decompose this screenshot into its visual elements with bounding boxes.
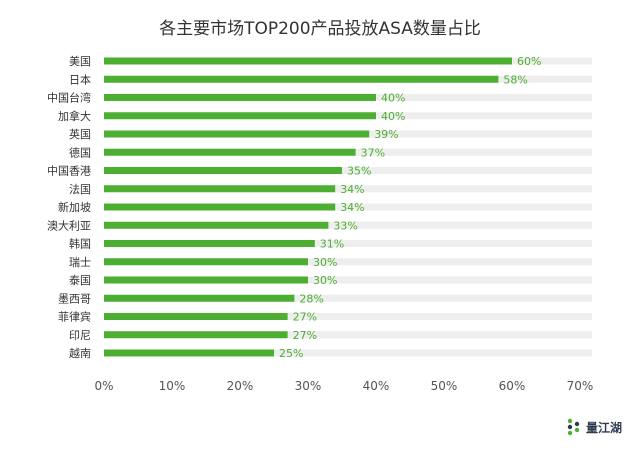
bar-track bbox=[104, 167, 592, 174]
bar bbox=[104, 294, 295, 302]
data-label: 30% bbox=[313, 274, 337, 287]
bar bbox=[104, 112, 376, 120]
chart-title: 各主要市场TOP200产品投放ASA数量占比 bbox=[159, 19, 481, 39]
data-label: 40% bbox=[381, 92, 405, 105]
bar bbox=[104, 276, 308, 284]
bar bbox=[104, 349, 274, 357]
bar bbox=[104, 57, 512, 65]
bar-track bbox=[104, 221, 592, 229]
data-label: 58% bbox=[503, 73, 527, 86]
x-tick-label: 0% bbox=[94, 379, 113, 393]
data-label: 27% bbox=[293, 329, 317, 342]
data-label: 27% bbox=[293, 311, 317, 324]
category-label: 中国香港 bbox=[47, 165, 91, 178]
category-label: 泰国 bbox=[69, 273, 91, 287]
category-label: 墨西哥 bbox=[58, 292, 91, 305]
x-tick-label: 60% bbox=[499, 379, 526, 393]
bar-track bbox=[104, 349, 592, 357]
category-label: 瑞士 bbox=[69, 255, 91, 269]
bar-track bbox=[104, 258, 592, 266]
bar bbox=[104, 75, 499, 83]
quantjianghu-logo-icon bbox=[567, 418, 580, 436]
x-tick-label: 40% bbox=[363, 379, 390, 393]
x-tick-label: 10% bbox=[159, 379, 186, 393]
bar-track bbox=[104, 203, 592, 211]
data-label: 28% bbox=[299, 292, 323, 305]
bar-track bbox=[104, 331, 592, 339]
bar-track bbox=[104, 185, 592, 193]
data-label: 60% bbox=[517, 55, 541, 68]
bar-track bbox=[104, 240, 592, 247]
bar bbox=[104, 313, 288, 320]
bar-track bbox=[104, 294, 592, 302]
x-tick-label: 30% bbox=[295, 379, 322, 393]
bar bbox=[104, 240, 315, 247]
data-label: 35% bbox=[347, 165, 371, 178]
data-label: 34% bbox=[340, 183, 364, 196]
bar bbox=[104, 185, 336, 193]
data-label: 30% bbox=[313, 256, 337, 269]
bar bbox=[104, 148, 356, 156]
bar bbox=[104, 94, 376, 101]
category-label: 法国 bbox=[69, 182, 91, 196]
category-label: 加拿大 bbox=[58, 109, 91, 123]
category-label: 澳大利亚 bbox=[47, 218, 91, 232]
watermark-text: 量江湖 bbox=[586, 420, 623, 435]
bar bbox=[104, 331, 288, 339]
category-label: 印尼 bbox=[69, 329, 91, 342]
x-tick-label: 20% bbox=[227, 379, 254, 393]
category-label: 美国 bbox=[69, 55, 91, 68]
bar-track bbox=[104, 276, 592, 284]
category-label: 英国 bbox=[69, 127, 91, 141]
bar bbox=[104, 130, 370, 138]
data-label: 31% bbox=[320, 238, 344, 251]
x-tick-label: 50% bbox=[431, 379, 458, 393]
category-label: 菲律宾 bbox=[58, 310, 91, 324]
bar bbox=[104, 167, 342, 174]
watermark-logo: 量江湖 bbox=[566, 418, 622, 436]
category-label: 越南 bbox=[69, 346, 91, 360]
bar bbox=[104, 221, 329, 229]
category-label: 韩国 bbox=[69, 237, 91, 251]
data-label: 39% bbox=[374, 128, 398, 141]
category-label: 日本 bbox=[69, 72, 91, 86]
data-label: 37% bbox=[361, 146, 385, 159]
data-label: 25% bbox=[279, 347, 303, 360]
category-label: 新加坡 bbox=[58, 200, 91, 214]
x-tick-label: 70% bbox=[567, 379, 594, 393]
category-label: 中国台湾 bbox=[47, 91, 91, 105]
category-label: 德国 bbox=[69, 145, 91, 159]
data-label: 40% bbox=[381, 110, 405, 123]
data-label: 33% bbox=[333, 219, 357, 232]
bar-track bbox=[104, 313, 592, 320]
data-label: 34% bbox=[340, 201, 364, 214]
bar bbox=[104, 258, 308, 266]
bar bbox=[104, 203, 336, 211]
